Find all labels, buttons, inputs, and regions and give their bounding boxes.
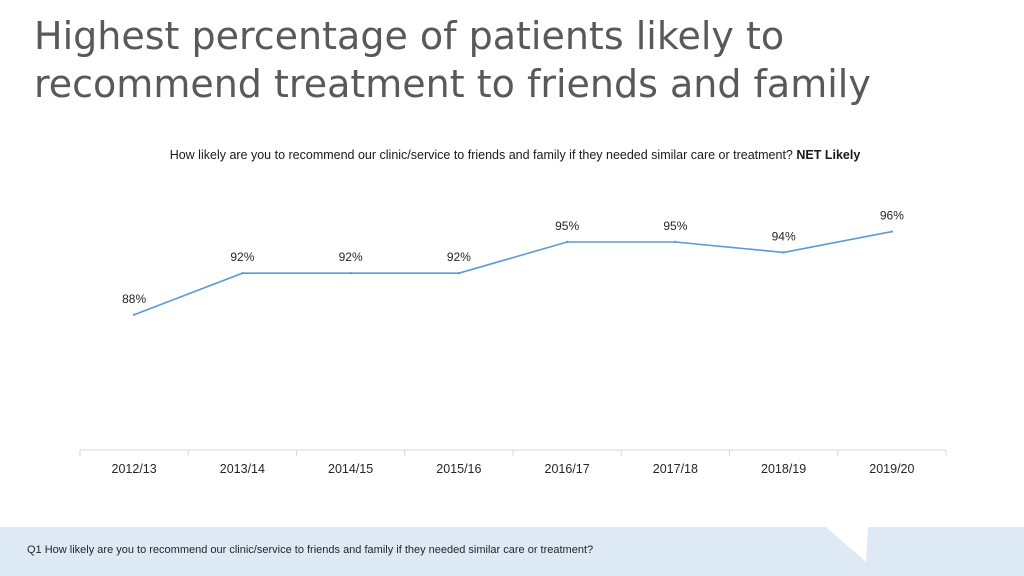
chart-title: How likely are you to recommend our clin… — [100, 146, 930, 164]
data-point — [241, 272, 244, 275]
footer-band: Q1 How likely are you to recommend our c… — [0, 527, 1024, 576]
series-line — [133, 230, 893, 316]
chart-title-emphasis: NET Likely — [796, 148, 861, 162]
data-point — [674, 240, 677, 244]
x-tick-label: 2016/17 — [545, 462, 590, 476]
data-point — [457, 272, 461, 275]
data-point — [782, 251, 785, 254]
data-label: 92% — [447, 250, 471, 264]
x-tick-label: 2012/13 — [112, 462, 157, 476]
data-label: 92% — [339, 250, 363, 264]
data-label: 94% — [772, 229, 796, 243]
series-layer — [132, 230, 894, 316]
data-point — [349, 272, 352, 275]
x-tick-label: 2018/19 — [761, 462, 806, 476]
data-label: 95% — [555, 219, 579, 233]
data-label: 96% — [880, 209, 904, 223]
data-label: 88% — [122, 292, 146, 306]
footnote: Q1 How likely are you to recommend our c… — [27, 544, 594, 556]
line-chart: 88%92% 92% 92%95% 95%94%96% 2012/13 2013/14 2… — [79, 209, 947, 476]
x-tick-label: 2014/15 — [328, 462, 373, 476]
data-point — [565, 240, 569, 244]
x-tick-label: 2017/18 — [653, 462, 698, 476]
data-label: 95% — [663, 219, 687, 233]
data-point — [890, 230, 894, 233]
tick-label-layer: 2012/13 2013/14 2014/15 2015/16 2016/17 2017/… — [112, 462, 915, 476]
x-tick-label: 2013/14 — [220, 462, 265, 476]
data-label-layer: 88% 92% 92% 92% 95% 95% 94% 96% — [122, 209, 904, 306]
slide-title: Highest percentage of patients likely to… — [34, 14, 871, 106]
x-tick-label: 2019/20 — [869, 462, 914, 476]
data-point — [132, 313, 136, 316]
callout-notch-shape — [826, 527, 868, 562]
callout-notch — [826, 527, 868, 562]
x-axis — [79, 449, 947, 456]
x-tick-label: 2015/16 — [436, 462, 481, 476]
data-label: 92% — [230, 250, 254, 264]
chart-question: How likely are you to recommend our clin… — [169, 148, 793, 162]
